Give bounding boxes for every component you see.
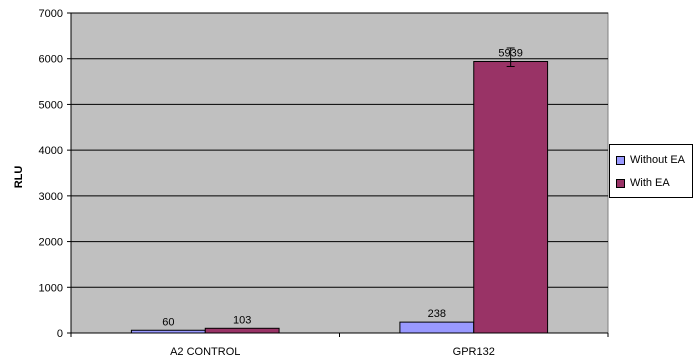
y-tick-label: 3000 (39, 191, 63, 203)
legend-label-with-ea: With EA (630, 177, 670, 189)
legend-swatch-without-ea (616, 155, 625, 165)
y-tick-label: 5000 (39, 99, 63, 111)
legend-label-without-ea: Without EA (630, 154, 686, 166)
y-tick-label: 4000 (39, 145, 63, 157)
bar-without-ea-gpr132 (399, 321, 475, 334)
y-tick-label: 2000 (39, 237, 63, 249)
bars (130, 61, 549, 334)
legend: Without EA With EA (609, 144, 693, 198)
value-labels: 60 103 238 5939 (162, 48, 523, 329)
x-tick-label: GPR132 (453, 346, 495, 358)
legend-swatch-with-ea (616, 178, 625, 188)
y-tick-label: 1000 (39, 282, 63, 294)
error-bars (506, 47, 515, 67)
value-label: 238 (428, 308, 446, 320)
bar-with-ea-a2-control (204, 327, 280, 334)
bar-with-ea-gpr132 (473, 61, 549, 334)
x-tick-label: A2 CONTROL (170, 346, 240, 358)
value-label: 60 (162, 316, 174, 328)
y-axis-label: RLU (13, 166, 25, 189)
legend-item-with-ea: With EA (616, 177, 670, 189)
y-tick-label: 0 (57, 328, 63, 340)
y-tick-label: 6000 (39, 54, 63, 66)
y-tick-label: 7000 (39, 8, 63, 20)
y-axis-ticks: 0 1000 2000 3000 4000 5000 6000 7000 (39, 8, 71, 340)
x-axis-ticks: A2 CONTROL GPR132 (70, 333, 609, 358)
value-label: 5939 (498, 48, 522, 60)
value-label: 103 (233, 314, 251, 326)
legend-item-without-ea: Without EA (616, 154, 685, 166)
